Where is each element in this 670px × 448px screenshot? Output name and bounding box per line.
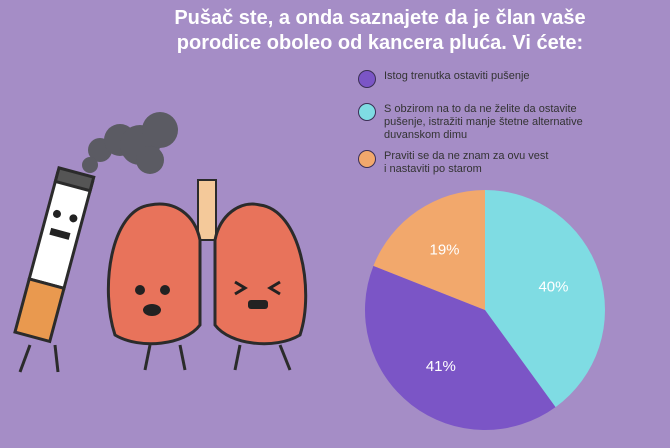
legend-swatch [358,150,376,168]
legend-label: S obzirom na to da ne želite da ostavite… [384,103,583,141]
legend-label: Praviti se da ne znam za ovu vest i nast… [384,150,549,175]
slice-label: 19% [430,241,460,258]
legend-item: S obzirom na to da ne želite da ostavite… [358,103,583,142]
legend-label: Istog trenutka ostaviti pušenje [384,70,530,82]
pie-slice [485,190,606,408]
slice-label: 41% [426,358,456,375]
slice-label: 40% [538,279,568,296]
pie: 40% 41% 19% [364,190,606,431]
title: Pušač ste, a onda saznajete da je član v… [174,7,586,54]
legend-swatch [358,103,376,121]
pie-slice [364,265,556,431]
pie-slice [373,190,485,310]
legend-item: Istog trenutka ostaviti pušenje [358,70,530,88]
legend-swatch [358,70,376,88]
legend-item: Praviti se da ne znam za ovu vest i nast… [358,150,548,176]
illustration [13,112,308,373]
